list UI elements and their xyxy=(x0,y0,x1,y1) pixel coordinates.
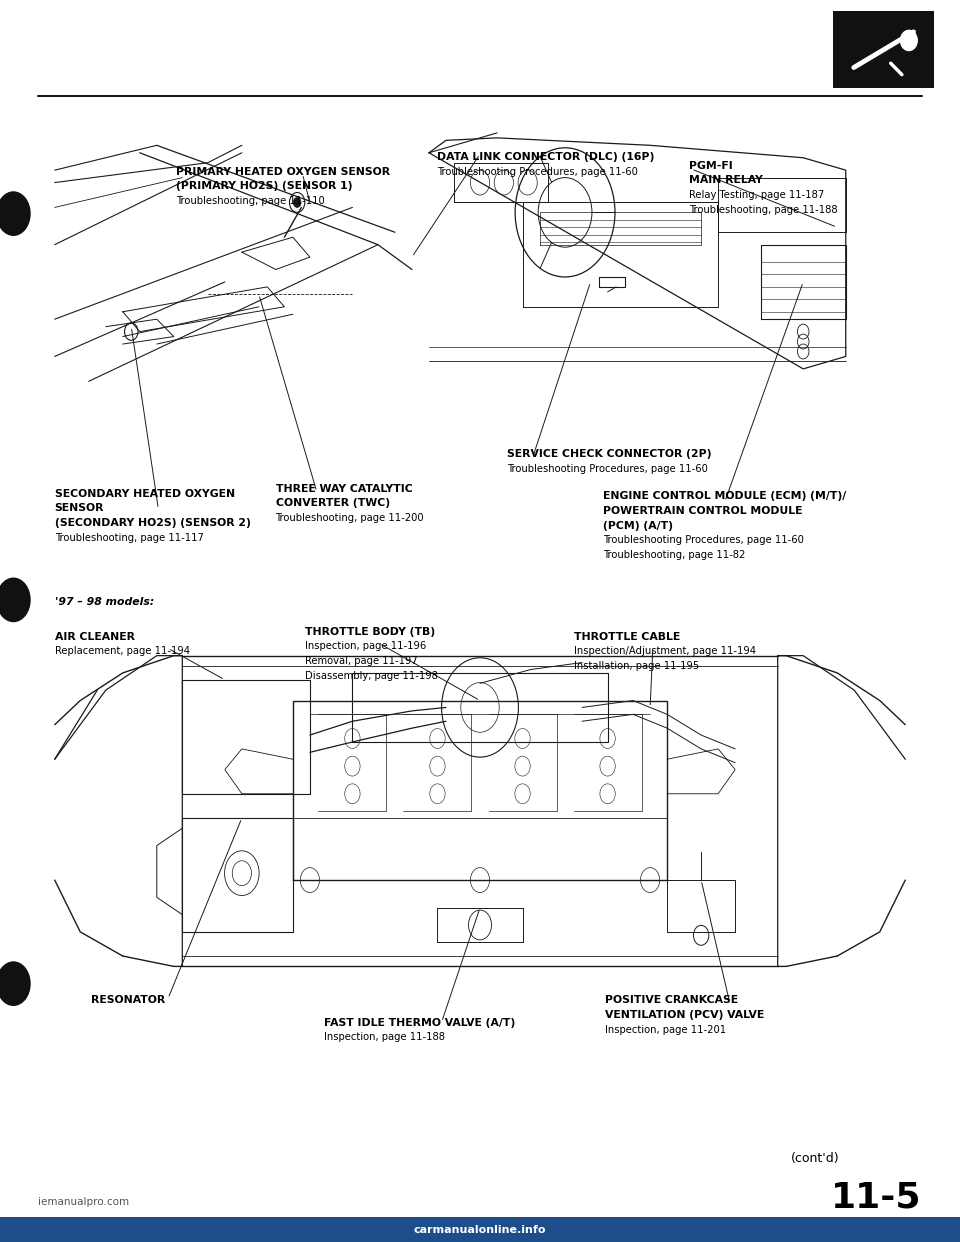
Text: iemanualpro.com: iemanualpro.com xyxy=(38,1197,130,1207)
Text: PGM-FI: PGM-FI xyxy=(689,160,733,171)
Text: Troubleshooting Procedures, page 11-60: Troubleshooting Procedures, page 11-60 xyxy=(507,463,708,473)
Text: PRIMARY HEATED OXYGEN SENSOR: PRIMARY HEATED OXYGEN SENSOR xyxy=(176,166,390,176)
Text: Troubleshooting, page 11-188: Troubleshooting, page 11-188 xyxy=(689,205,838,215)
Circle shape xyxy=(0,191,31,236)
Text: Troubleshooting, page 11-110: Troubleshooting, page 11-110 xyxy=(176,196,324,206)
Text: SERVICE CHECK CONNECTOR (2P): SERVICE CHECK CONNECTOR (2P) xyxy=(507,450,711,460)
Text: (PCM) (A/T): (PCM) (A/T) xyxy=(603,520,673,530)
Circle shape xyxy=(294,197,301,207)
Text: Troubleshooting, page 11-200: Troubleshooting, page 11-200 xyxy=(276,513,424,523)
Bar xyxy=(0,1217,960,1242)
Text: RESONATOR: RESONATOR xyxy=(91,996,165,1006)
Bar xyxy=(833,11,934,88)
Circle shape xyxy=(0,961,31,1006)
Text: Troubleshooting Procedures, page 11-60: Troubleshooting Procedures, page 11-60 xyxy=(437,166,637,176)
Bar xyxy=(55,638,905,984)
Text: DATA LINK CONNECTOR (DLC) (16P): DATA LINK CONNECTOR (DLC) (16P) xyxy=(437,152,654,163)
Text: CONVERTER (TWC): CONVERTER (TWC) xyxy=(276,498,390,508)
Text: Inspection, page 11-188: Inspection, page 11-188 xyxy=(324,1032,445,1042)
Text: THROTTLE BODY (TB): THROTTLE BODY (TB) xyxy=(305,627,436,637)
Text: Troubleshooting, page 11-117: Troubleshooting, page 11-117 xyxy=(55,533,204,543)
Text: Relay Testing, page 11-187: Relay Testing, page 11-187 xyxy=(689,190,825,200)
Text: ENGINE CONTROL MODULE (ECM) (M/T)/: ENGINE CONTROL MODULE (ECM) (M/T)/ xyxy=(603,491,846,502)
Text: (SECONDARY HO2S) (SENSOR 2): (SECONDARY HO2S) (SENSOR 2) xyxy=(55,518,251,528)
Text: Troubleshooting, page 11-82: Troubleshooting, page 11-82 xyxy=(603,550,745,560)
Text: SECONDARY HEATED OXYGEN: SECONDARY HEATED OXYGEN xyxy=(55,488,235,499)
Text: AIR CLEANER: AIR CLEANER xyxy=(55,631,134,642)
Text: Inspection, page 11-196: Inspection, page 11-196 xyxy=(305,641,426,651)
Text: Disassembly, page 11-198: Disassembly, page 11-198 xyxy=(305,671,438,681)
Text: (PRIMARY HO2S) (SENSOR 1): (PRIMARY HO2S) (SENSOR 1) xyxy=(176,181,352,191)
Text: (cont'd): (cont'd) xyxy=(791,1153,840,1165)
Text: VENTILATION (PCV) VALVE: VENTILATION (PCV) VALVE xyxy=(605,1010,764,1020)
Text: Troubleshooting Procedures, page 11-60: Troubleshooting Procedures, page 11-60 xyxy=(603,535,804,545)
Text: 11-5: 11-5 xyxy=(831,1181,922,1215)
Ellipse shape xyxy=(900,30,918,51)
Bar xyxy=(55,133,905,381)
Text: '97 – 98 models:: '97 – 98 models: xyxy=(55,597,154,607)
Circle shape xyxy=(0,578,31,622)
Text: THROTTLE CABLE: THROTTLE CABLE xyxy=(574,631,681,642)
Text: Inspection, page 11-201: Inspection, page 11-201 xyxy=(605,1025,726,1035)
Text: Installation, page 11-195: Installation, page 11-195 xyxy=(574,661,699,671)
Text: Inspection/Adjustment, page 11-194: Inspection/Adjustment, page 11-194 xyxy=(574,646,756,656)
Text: Removal, page 11-197: Removal, page 11-197 xyxy=(305,656,418,666)
Text: Replacement, page 11-194: Replacement, page 11-194 xyxy=(55,646,190,656)
Text: SENSOR: SENSOR xyxy=(55,503,105,513)
Text: carmanualonline.info: carmanualonline.info xyxy=(414,1225,546,1235)
Text: FAST IDLE THERMO VALVE (A/T): FAST IDLE THERMO VALVE (A/T) xyxy=(324,1018,516,1028)
Text: POWERTRAIN CONTROL MODULE: POWERTRAIN CONTROL MODULE xyxy=(603,505,803,515)
Text: MAIN RELAY: MAIN RELAY xyxy=(689,175,763,185)
Text: POSITIVE CRANKCASE: POSITIVE CRANKCASE xyxy=(605,996,738,1006)
Text: THREE WAY CATALYTIC: THREE WAY CATALYTIC xyxy=(276,483,412,494)
